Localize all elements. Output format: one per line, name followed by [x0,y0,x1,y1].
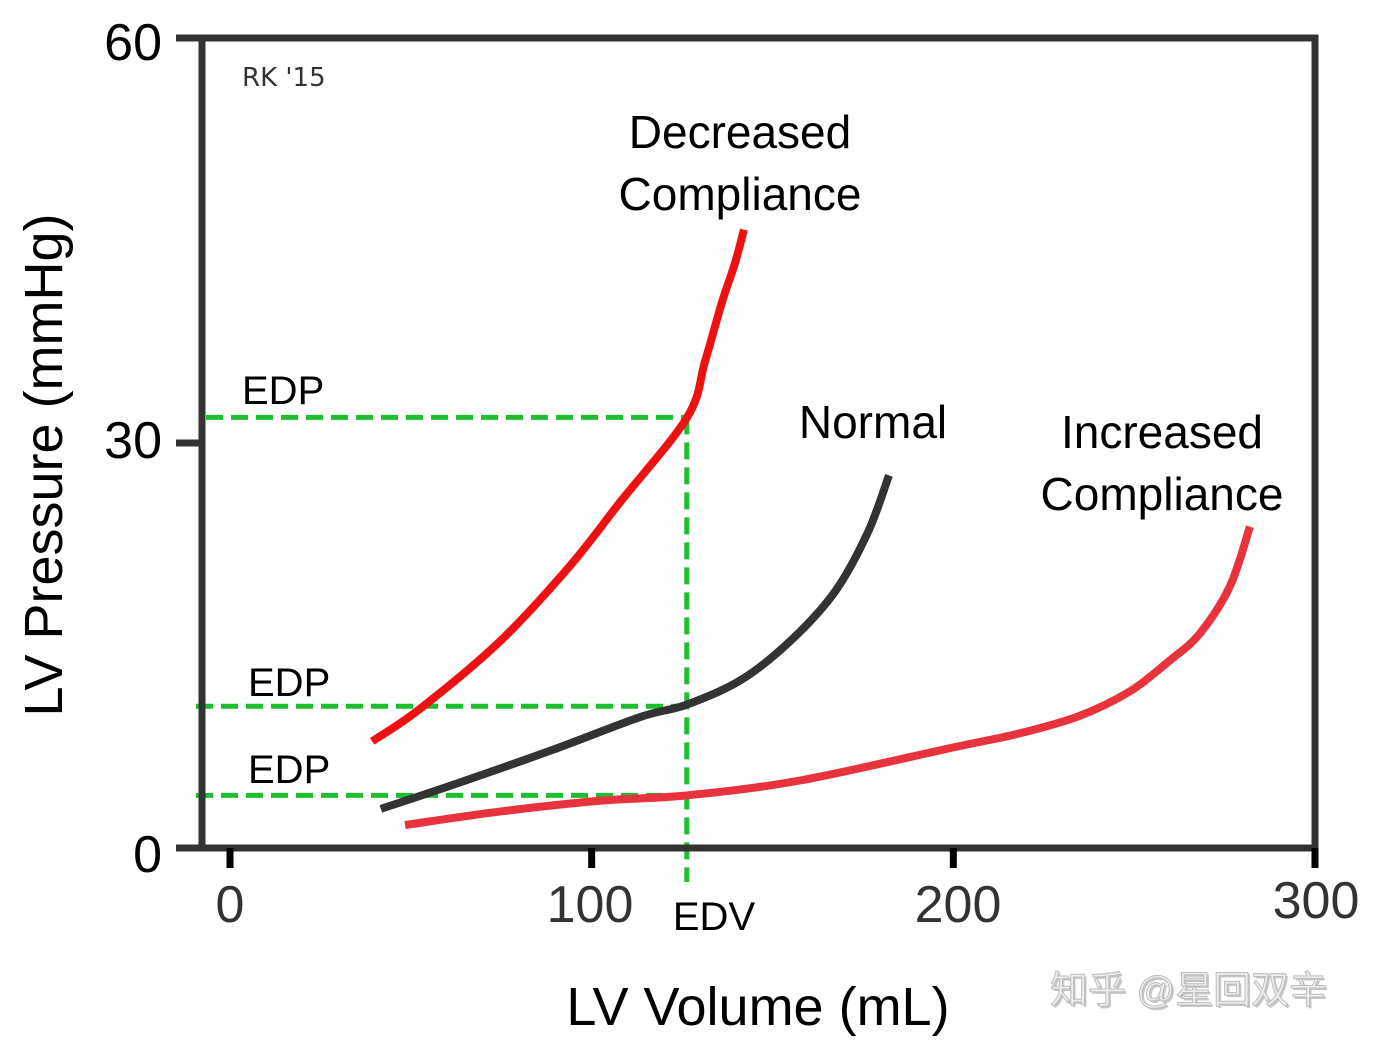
x-tick-label-100: 100 [547,876,634,934]
edp-label-decreased: EDP [242,369,324,413]
y-tick-label-0: 0 [133,826,162,884]
watermark-shadow: 知乎 @星回双辛 [1052,972,1329,1014]
decreased-compliance-curve [369,228,748,745]
label-decreased-compliance-line1: Decreased [629,106,851,158]
label-increased-compliance-line1: Increased [1061,406,1263,458]
y-axis-title: LV Pressure (mmHg) [14,213,74,716]
x-axis-title: LV Volume (mL) [566,977,949,1037]
normal-curve [379,474,893,813]
edp-label-normal: EDP [248,661,330,705]
axis-ticks [176,34,1319,868]
increased-compliance-curve [404,525,1254,830]
label-decreased-compliance-line2: Compliance [619,168,862,220]
x-tick-label-300: 300 [1273,872,1360,930]
reference-lines [196,414,690,882]
edv-label: EDV [673,895,756,939]
curves [369,228,1254,830]
edp-label-increased: EDP [248,748,330,792]
x-tick-label-200: 200 [915,876,1002,934]
y-tick-label-60: 60 [104,14,162,72]
label-increased-compliance-line2: Compliance [1041,468,1284,520]
y-tick-label-30: 30 [104,412,162,470]
signature: RK '15 [242,63,326,93]
label-normal: Normal [799,396,947,448]
watermark: 知乎 @星回双辛 [1050,970,1327,1012]
x-tick-label-0: 0 [216,876,245,934]
